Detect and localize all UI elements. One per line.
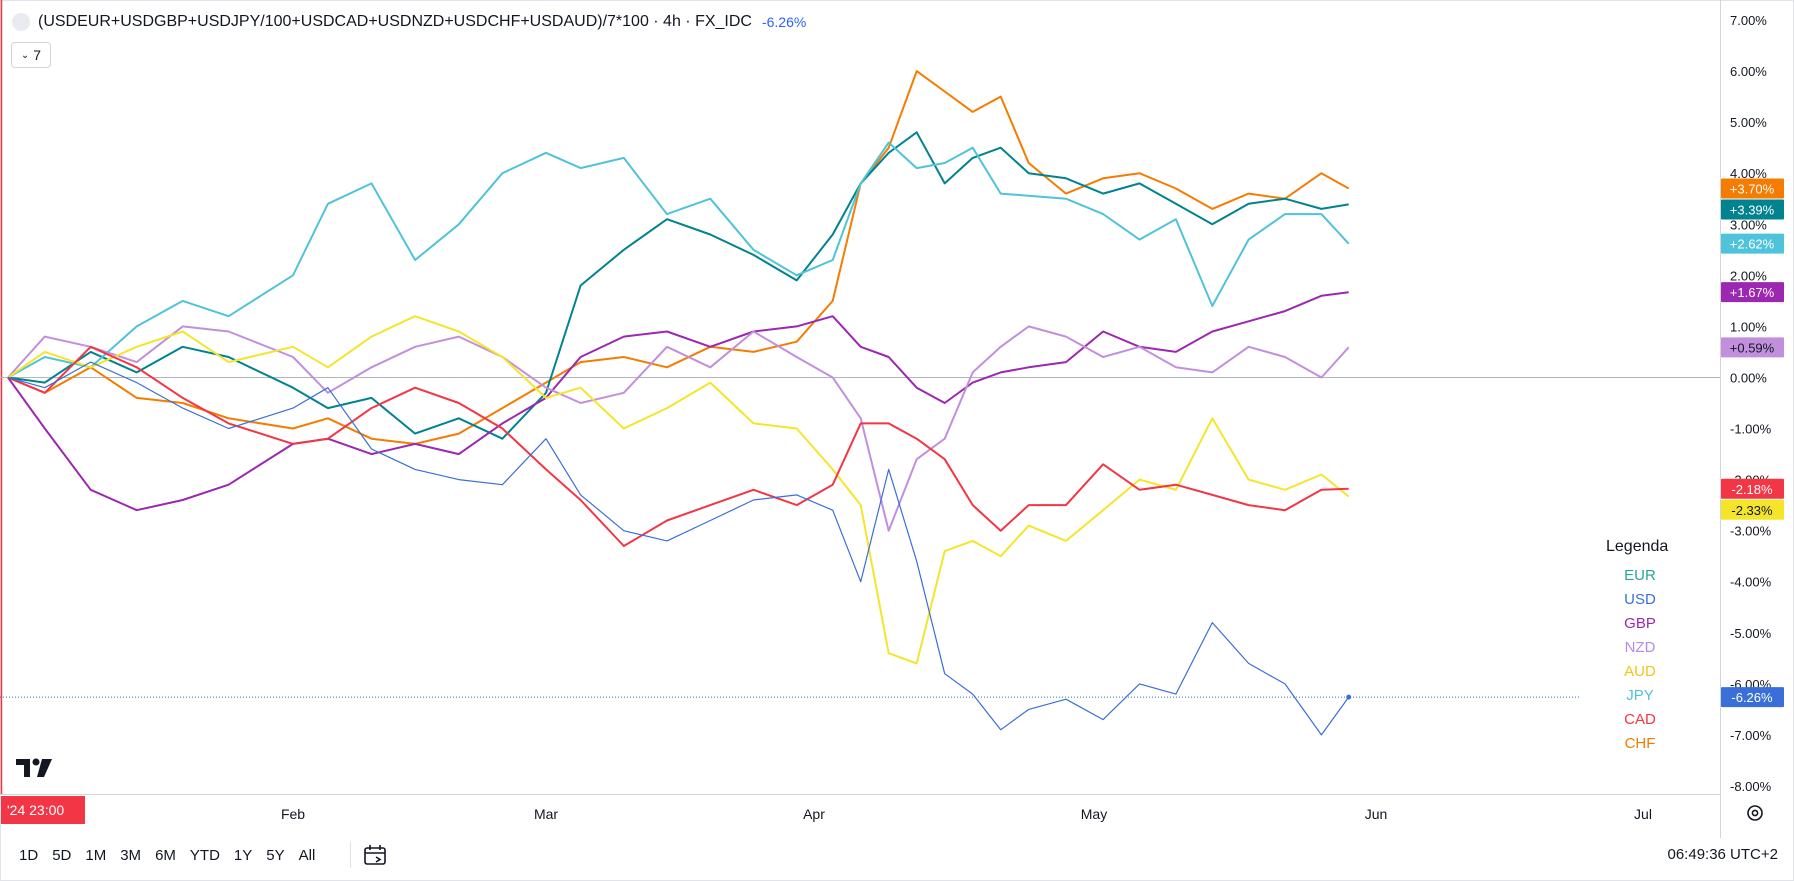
y-tick-label: 0.00% [1730,370,1767,385]
legend-item-nzd: NZD [1624,639,1656,656]
series-layer [0,70,1580,736]
badge-text: +0.59% [1730,340,1775,355]
badge-text: -2.33% [1731,503,1773,518]
badge-bg [1721,499,1784,520]
x-axis: Feb Mar Apr May Jun Jul [281,806,1652,822]
range-button-all[interactable]: All [298,846,316,864]
gear-icon[interactable] [1744,802,1766,824]
legend-item-usd: USD [1624,591,1656,608]
y-tick-label: 6.00% [1730,64,1767,79]
bottom-toolbar: 1D 5D 1M 3M 6M YTD 1Y 5Y All 06:49:36 UTC+2 [0,838,1794,872]
last-value-badge: +0.59% [1721,337,1784,358]
legend-item-chf: CHF [1624,735,1656,752]
crosshair-time-badge: '24 23:00 [1,796,85,824]
chevron-down-icon: ⌄ [20,49,30,61]
y-tick-label: 1.00% [1730,319,1767,334]
y-tick-label: 7.00% [1730,13,1767,28]
y-tick-label: -1.00% [1730,422,1772,437]
badge-text: +2.62% [1730,237,1775,252]
toolbar-divider [350,842,351,868]
x-tick-label: Mar [534,806,558,822]
badge-bg [1721,199,1784,220]
last-value-badge: -2.18% [1721,478,1784,499]
last-price-dot [1346,694,1352,700]
legend: Legenda EUR USD GBP NZD AUD JPY CAD CHF [1606,538,1696,756]
legend-item-aud: AUD [1624,663,1656,680]
series-line-5[interactable] [7,315,1350,665]
range-button-5d[interactable]: 5D [52,846,72,864]
range-button-1d[interactable]: 1D [19,846,39,864]
badge-text: +1.67% [1730,285,1775,300]
range-button-5y[interactable]: 5Y [266,846,285,864]
x-tick-label: Feb [281,806,305,822]
calendar-icon[interactable] [362,842,388,868]
last-value-badge: +1.67% [1721,282,1784,303]
badge-bg [1721,178,1784,199]
y-tick-label: -7.00% [1730,728,1772,743]
last-value-badge: -2.33% [1721,499,1784,520]
last-value-badges: +3.70% +3.39% +2.62% +1.67% +0.59% -2.18% -2.3… [1721,178,1784,708]
range-button-1m[interactable]: 1M [85,846,107,864]
series-line-0[interactable] [7,70,1350,445]
last-value-badge: -6.26% [1721,687,1784,708]
legend-item-jpy: JPY [1626,687,1654,704]
grid-layer [0,0,1721,838]
y-tick-label: -3.00% [1730,524,1772,539]
badge-text: -6.26% [1731,690,1773,705]
legend-item-eur: EUR [1624,567,1656,584]
x-tick-label: Jun [1365,806,1388,822]
y-tick-label: -5.00% [1730,626,1772,641]
series-line-4[interactable] [7,325,1350,532]
x-tick-label: Jul [1634,806,1652,822]
badge-bg [1721,282,1784,303]
series-line-6[interactable] [7,345,1349,547]
range-button-6m[interactable]: 6M [155,846,176,864]
clock[interactable]: 06:49:36 UTC+2 [1667,846,1779,863]
symbol-change: -6.26% [761,14,807,30]
x-tick-label: May [1081,806,1107,822]
legend-title: Legenda [1606,538,1669,555]
badge-bg [1721,478,1784,499]
series-line-3[interactable] [7,291,1349,512]
indicator-count: 7 [33,47,42,63]
symbol-logo-icon [12,13,30,31]
range-button-ytd[interactable]: YTD [189,846,220,864]
last-value-badge: +3.70% [1721,178,1784,199]
y-tick-label: 4.00% [1730,166,1767,181]
legend-item-gbp: GBP [1624,615,1656,632]
symbol-title: (USDEUR+USDGBP+USDJPY/100+USDCAD+USDNZD+… [38,13,752,30]
x-tick-label: Apr [803,806,825,822]
range-button-1y[interactable]: 1Y [233,846,253,864]
last-value-badge: +3.39% [1721,199,1784,220]
y-axis: 7.00% 6.00% 5.00% 4.00% 3.00% 2.00% 1.00% 0.00%… [1730,13,1772,794]
series-line-1[interactable] [7,131,1349,440]
last-value-badge: +2.62% [1721,233,1784,254]
badge-text: -2.18% [1731,482,1773,497]
y-tick-label: 2.00% [1730,268,1767,283]
series-line-7[interactable] [7,361,1350,736]
y-tick-label: 3.00% [1730,217,1767,232]
badge-bg [1721,233,1784,254]
y-tick-label: -4.00% [1730,575,1772,590]
badge-bg [1721,687,1784,708]
legend-item-cad: CAD [1624,711,1656,728]
range-buttons: 1D 5D 1M 3M 6M YTD 1Y 5Y All [12,838,322,872]
range-button-3m[interactable]: 3M [120,846,142,864]
symbol-title-bar[interactable]: (USDEUR+USDGBP+USDJPY/100+USDCAD+USDNZD+… [12,10,806,34]
tradingview-logo-icon[interactable] [16,757,56,779]
badge-bg [1721,337,1784,358]
y-tick-label: 5.00% [1730,115,1767,130]
collapse-indicators-button[interactable]: ⌄ 7 [11,42,51,68]
badge-text: +3.39% [1730,203,1775,218]
y-tick-label: -8.00% [1730,779,1772,794]
badge-text: +3.70% [1730,182,1775,197]
series-line-2[interactable] [7,141,1350,379]
